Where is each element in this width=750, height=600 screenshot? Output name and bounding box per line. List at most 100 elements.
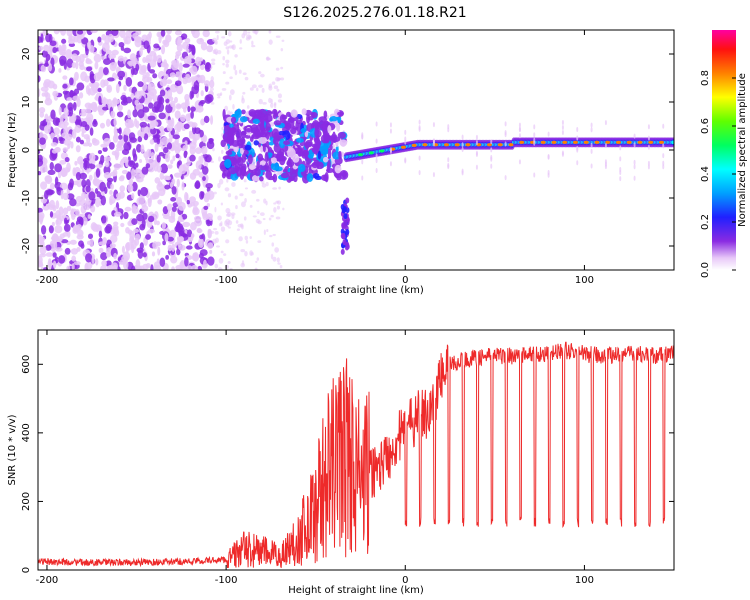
spectrogram-cell xyxy=(58,106,62,116)
spectrogram-cell xyxy=(252,215,257,218)
spectrogram-cell xyxy=(140,186,149,197)
spectrogram-cell xyxy=(239,147,244,155)
spectrogram-cell xyxy=(337,111,344,116)
spectrogram-cell xyxy=(263,198,267,204)
spectrogram-cell xyxy=(275,216,281,220)
spectrogram-cell xyxy=(125,30,133,39)
spectrogram-cell xyxy=(241,33,246,39)
spectrogram-cell xyxy=(313,172,320,179)
spectrogram-cell xyxy=(218,257,224,264)
spectrogram-cell xyxy=(129,137,137,143)
spectrogram-cell xyxy=(280,66,284,70)
spectrogram-cell xyxy=(224,187,230,192)
spectrogram-cell xyxy=(133,162,137,170)
spectrogram-cell xyxy=(207,256,215,266)
spectrogram-cell xyxy=(547,154,550,160)
spectrogram-cell xyxy=(280,172,290,179)
spectrogram-cell xyxy=(76,178,83,188)
spectrogram-cell xyxy=(135,143,142,153)
spectrogram-cell xyxy=(176,220,181,228)
spectrogram-cell xyxy=(298,152,306,157)
spectrogram-cell xyxy=(561,125,564,131)
spectrogram-cell xyxy=(113,126,118,136)
snr-ytick-label: 400 xyxy=(21,423,32,442)
spectrogram-cell xyxy=(220,202,224,206)
spectrogram-cell xyxy=(97,104,104,112)
spectrogram-cell xyxy=(44,190,49,200)
spectrogram-cell xyxy=(311,162,319,169)
spectrogram-cell xyxy=(192,168,201,176)
spectrogram-cell xyxy=(67,38,76,44)
spectrogram-cell xyxy=(259,212,265,216)
spectrogram-cell xyxy=(149,194,157,200)
spectrogram-cell xyxy=(345,241,350,248)
spectrogram-cell xyxy=(135,30,142,36)
spectrogram-cell xyxy=(176,248,181,256)
spectrogram-cell xyxy=(129,53,137,63)
spectrogram-cell xyxy=(273,207,277,213)
spectrogram-cell xyxy=(658,140,664,144)
spectrogram-cell xyxy=(54,225,63,234)
spectrogram-cell xyxy=(66,193,75,200)
spectrogram-cell xyxy=(66,58,74,69)
spectrogram-cell xyxy=(167,244,173,252)
spectrogram-cell xyxy=(79,92,84,99)
spectrogram-cell xyxy=(242,72,247,76)
spectrogram-cell xyxy=(109,189,113,195)
spectrogram-cell xyxy=(174,54,180,60)
spectrogram-cell xyxy=(255,218,261,224)
spectrogram-cell xyxy=(518,159,521,165)
spectrogram-cell xyxy=(75,195,83,203)
spectrogram-cell xyxy=(148,91,155,100)
spectrogram-cell xyxy=(119,30,126,39)
spectrogram-cell xyxy=(169,72,176,78)
spectrogram-cell xyxy=(52,90,59,97)
spectrogram-cell xyxy=(236,228,240,232)
spectrogram-cell xyxy=(461,134,464,140)
spectrogram-cell xyxy=(322,128,326,136)
spectrogram-cell xyxy=(180,259,186,268)
spectrogram-cell xyxy=(101,215,107,224)
spectrogram-cell xyxy=(183,150,188,159)
spectrogram-cell xyxy=(647,164,650,170)
spectrogram-cell xyxy=(313,143,321,150)
spectrogram-cell xyxy=(149,139,155,145)
spectrogram-cell xyxy=(241,153,247,163)
spectrogram-cell xyxy=(184,37,191,44)
spectrogram-cell xyxy=(243,216,247,221)
spectrogram-cell xyxy=(85,253,93,263)
spectrogram-cell xyxy=(551,140,557,144)
spectrogram-cell xyxy=(86,117,93,127)
spectrogram-cell xyxy=(240,248,246,253)
spectrogram-cell xyxy=(102,42,110,52)
spectrogram-cell xyxy=(153,211,159,220)
spectrogram-cell xyxy=(71,211,76,221)
spectrogram-cell xyxy=(102,146,108,152)
spectrogram-cell xyxy=(134,90,142,100)
spectrogram-cell xyxy=(109,243,116,248)
snr-xtick-label: -100 xyxy=(215,575,238,586)
spectrogram-cell xyxy=(314,127,319,138)
spectrogram-cell xyxy=(254,167,261,177)
spectrogram-cell xyxy=(270,102,274,108)
spectrogram-cell xyxy=(142,56,147,64)
spectrogram-cell xyxy=(265,181,269,187)
spectrogram-cell xyxy=(268,97,272,104)
spectrogram-cell xyxy=(108,53,116,60)
spectrogram-cell xyxy=(233,64,237,71)
spectrogram-cell xyxy=(181,213,188,220)
snr-xlabel: Height of straight line (km) xyxy=(288,585,424,596)
spectrogram-cell xyxy=(162,206,169,215)
spectrogram-cell xyxy=(150,151,155,160)
spectrogram-cell xyxy=(95,224,100,233)
spectrogram-cell xyxy=(160,61,169,68)
spectrogram-cell xyxy=(225,81,230,85)
spectrogram-cell xyxy=(275,77,280,82)
spectrogram-cell xyxy=(63,223,71,232)
spectrogram-cell xyxy=(90,205,96,213)
colorbar-gradient xyxy=(712,30,736,270)
spectrogram-cell xyxy=(186,199,190,205)
spectrogram-cell xyxy=(209,79,215,89)
spectrogram-cell xyxy=(234,69,238,76)
